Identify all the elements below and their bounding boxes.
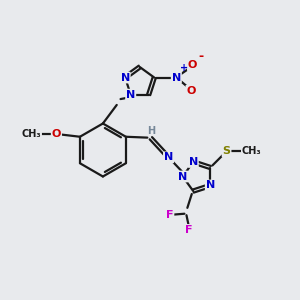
Text: -: -	[198, 50, 203, 63]
Text: O: O	[188, 60, 197, 70]
Text: O: O	[52, 129, 61, 139]
Text: N: N	[126, 90, 135, 100]
Text: CH₃: CH₃	[22, 129, 41, 139]
Text: F: F	[166, 210, 173, 220]
Text: N: N	[178, 172, 187, 182]
Text: F: F	[185, 225, 193, 235]
Text: O: O	[186, 86, 196, 96]
Text: +: +	[180, 63, 188, 73]
Text: H: H	[147, 126, 155, 136]
Text: N: N	[172, 73, 181, 82]
Text: N: N	[189, 157, 198, 167]
Text: N: N	[164, 152, 173, 162]
Text: S: S	[223, 146, 231, 156]
Text: N: N	[206, 181, 215, 190]
Text: N: N	[121, 73, 130, 82]
Text: CH₃: CH₃	[242, 146, 261, 156]
